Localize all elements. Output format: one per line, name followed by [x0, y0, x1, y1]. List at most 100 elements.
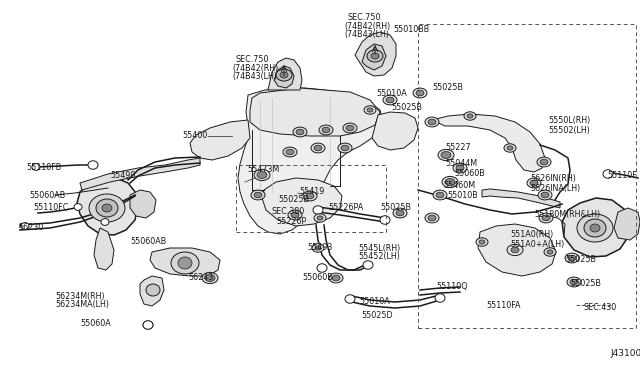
Ellipse shape [343, 123, 357, 133]
Ellipse shape [345, 295, 355, 303]
Text: (74B42(RH): (74B42(RH) [232, 64, 278, 73]
Ellipse shape [143, 321, 153, 329]
Text: SEC.380: SEC.380 [271, 208, 304, 217]
Text: 56234M(RH): 56234M(RH) [55, 292, 104, 301]
Ellipse shape [433, 190, 447, 200]
Ellipse shape [257, 171, 267, 179]
Ellipse shape [413, 88, 427, 98]
Ellipse shape [507, 146, 513, 150]
Ellipse shape [296, 129, 304, 135]
Ellipse shape [363, 261, 373, 269]
Ellipse shape [341, 145, 349, 151]
Ellipse shape [332, 275, 340, 281]
Ellipse shape [568, 255, 576, 261]
Text: 55227: 55227 [445, 144, 470, 153]
Ellipse shape [542, 215, 550, 221]
Text: 56243: 56243 [188, 273, 213, 282]
Polygon shape [268, 58, 302, 90]
Text: 55025B: 55025B [570, 279, 601, 288]
Ellipse shape [280, 72, 288, 78]
Text: 55010B: 55010B [447, 192, 477, 201]
Text: 5626INA(LH): 5626INA(LH) [530, 183, 580, 192]
Ellipse shape [314, 145, 322, 151]
Ellipse shape [393, 208, 407, 218]
Text: SEC.750: SEC.750 [236, 55, 269, 64]
Ellipse shape [428, 215, 436, 221]
Polygon shape [190, 120, 250, 160]
Ellipse shape [251, 190, 265, 200]
Polygon shape [250, 88, 380, 136]
Ellipse shape [425, 213, 439, 223]
Text: 55419: 55419 [299, 187, 324, 196]
Text: 55060B: 55060B [302, 273, 333, 282]
Ellipse shape [89, 194, 125, 222]
Ellipse shape [603, 170, 613, 178]
Text: 55060AB: 55060AB [29, 190, 65, 199]
Ellipse shape [143, 321, 153, 329]
Ellipse shape [445, 179, 455, 186]
Ellipse shape [329, 273, 343, 283]
Text: 55226P: 55226P [276, 218, 307, 227]
Polygon shape [238, 88, 382, 234]
Text: 55493: 55493 [307, 244, 332, 253]
Text: 55452(LH): 55452(LH) [358, 253, 400, 262]
Ellipse shape [565, 253, 579, 263]
Text: 55060A: 55060A [80, 318, 111, 327]
Ellipse shape [577, 214, 613, 242]
Polygon shape [355, 32, 396, 76]
Ellipse shape [146, 284, 160, 296]
Ellipse shape [205, 275, 215, 282]
Ellipse shape [288, 210, 302, 220]
Ellipse shape [32, 164, 40, 170]
Text: 55025B: 55025B [391, 103, 422, 112]
Ellipse shape [171, 252, 199, 274]
Ellipse shape [21, 222, 29, 230]
Ellipse shape [435, 294, 445, 302]
Text: (74B42(RH): (74B42(RH) [344, 22, 390, 31]
Ellipse shape [479, 240, 485, 244]
Ellipse shape [540, 159, 548, 165]
Ellipse shape [386, 97, 394, 103]
Text: 55110FB: 55110FB [26, 164, 61, 173]
Text: 55110FA: 55110FA [486, 301, 520, 311]
Text: SEC.430: SEC.430 [583, 304, 616, 312]
Ellipse shape [286, 149, 294, 155]
Ellipse shape [527, 178, 541, 188]
Text: 55025B: 55025B [565, 256, 596, 264]
Text: 55060AB: 55060AB [130, 237, 166, 247]
Ellipse shape [467, 114, 473, 118]
Ellipse shape [504, 144, 516, 152]
Text: 55502(LH): 55502(LH) [548, 125, 590, 135]
Text: 55025B: 55025B [432, 83, 463, 92]
Ellipse shape [313, 206, 323, 214]
Ellipse shape [254, 192, 262, 198]
Polygon shape [140, 276, 164, 306]
Polygon shape [362, 44, 386, 70]
Ellipse shape [293, 127, 307, 137]
Text: 55110F: 55110F [607, 170, 637, 180]
Text: (74B43(LH): (74B43(LH) [232, 71, 277, 80]
Ellipse shape [346, 125, 354, 131]
Ellipse shape [315, 246, 321, 250]
Text: 55025B: 55025B [380, 203, 411, 212]
Ellipse shape [538, 190, 552, 200]
Text: 5545L(RH): 5545L(RH) [358, 244, 400, 253]
Ellipse shape [312, 244, 324, 252]
Ellipse shape [291, 212, 299, 218]
Ellipse shape [441, 151, 451, 158]
Ellipse shape [476, 238, 488, 246]
Ellipse shape [367, 108, 373, 112]
Bar [418, 24, 636, 328]
Bar [236, 165, 386, 232]
Ellipse shape [464, 112, 476, 120]
Text: 55460M: 55460M [443, 182, 475, 190]
Text: 55010A: 55010A [359, 298, 390, 307]
Ellipse shape [507, 244, 523, 256]
Ellipse shape [276, 69, 292, 81]
Ellipse shape [202, 272, 218, 283]
Text: 55025D: 55025D [361, 311, 392, 321]
Polygon shape [94, 228, 114, 270]
Text: 5550L(RH): 5550L(RH) [548, 116, 590, 125]
Text: 55490: 55490 [110, 170, 136, 180]
Ellipse shape [570, 279, 578, 285]
